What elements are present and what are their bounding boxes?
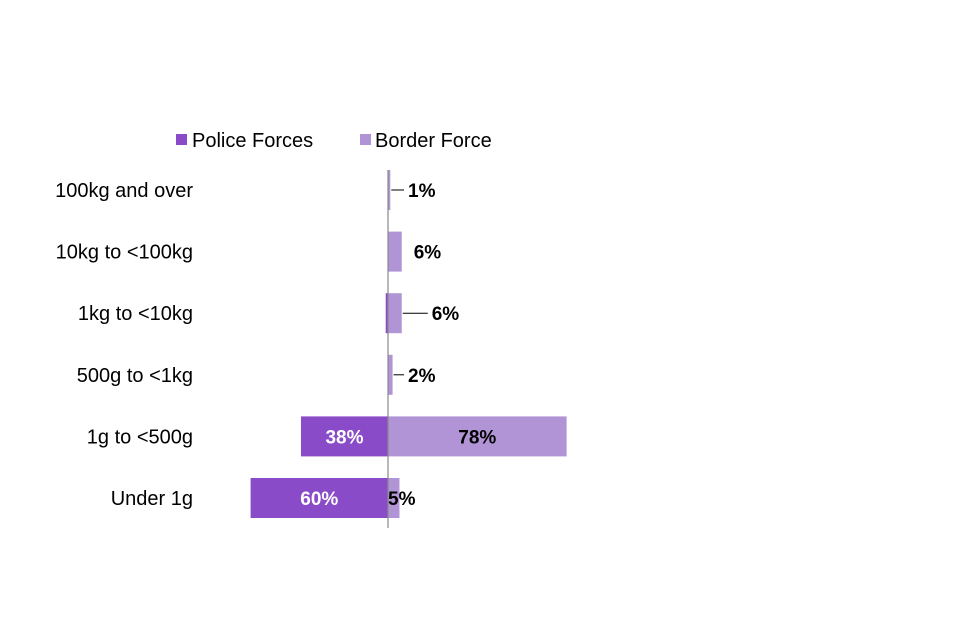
bar-police-forces-4 bbox=[300, 416, 388, 457]
bar-border-force-2 bbox=[388, 293, 402, 334]
legend-swatch-0 bbox=[176, 134, 187, 145]
category-label-4: 1g to <500g bbox=[87, 426, 193, 448]
category-label-1: 10kg to <100kg bbox=[56, 242, 193, 264]
bar-border-force-5 bbox=[388, 478, 400, 518]
data-label-border-force-2: 6% bbox=[432, 304, 460, 325]
bar-border-force-0 bbox=[388, 170, 391, 210]
data-label-border-force-4: 78% bbox=[458, 427, 496, 448]
category-label-2: 1kg to <10kg bbox=[78, 303, 193, 325]
category-label-0: 100kg and over bbox=[55, 180, 193, 202]
bar-border-force-3 bbox=[388, 354, 393, 395]
legend-swatch-1 bbox=[360, 134, 371, 145]
data-label-border-force-5: 5% bbox=[388, 489, 416, 510]
bar-border-force-4 bbox=[388, 416, 567, 457]
bar-police-forces-2 bbox=[385, 293, 388, 334]
data-label-border-force-3: 2% bbox=[408, 366, 436, 387]
legend-label-0: Police Forces bbox=[192, 130, 313, 152]
bar-police-forces-5 bbox=[250, 478, 388, 518]
data-label-border-force-0: 1% bbox=[408, 181, 436, 202]
category-label-5: Under 1g bbox=[111, 488, 193, 510]
data-label-police-forces-4: 38% bbox=[325, 427, 363, 448]
category-label-3: 500g to <1kg bbox=[77, 365, 193, 387]
data-label-police-forces-5: 60% bbox=[300, 489, 338, 510]
bar-border-force-1 bbox=[388, 231, 402, 272]
legend-label-1: Border Force bbox=[375, 130, 492, 152]
data-label-border-force-1: 6% bbox=[414, 243, 442, 264]
